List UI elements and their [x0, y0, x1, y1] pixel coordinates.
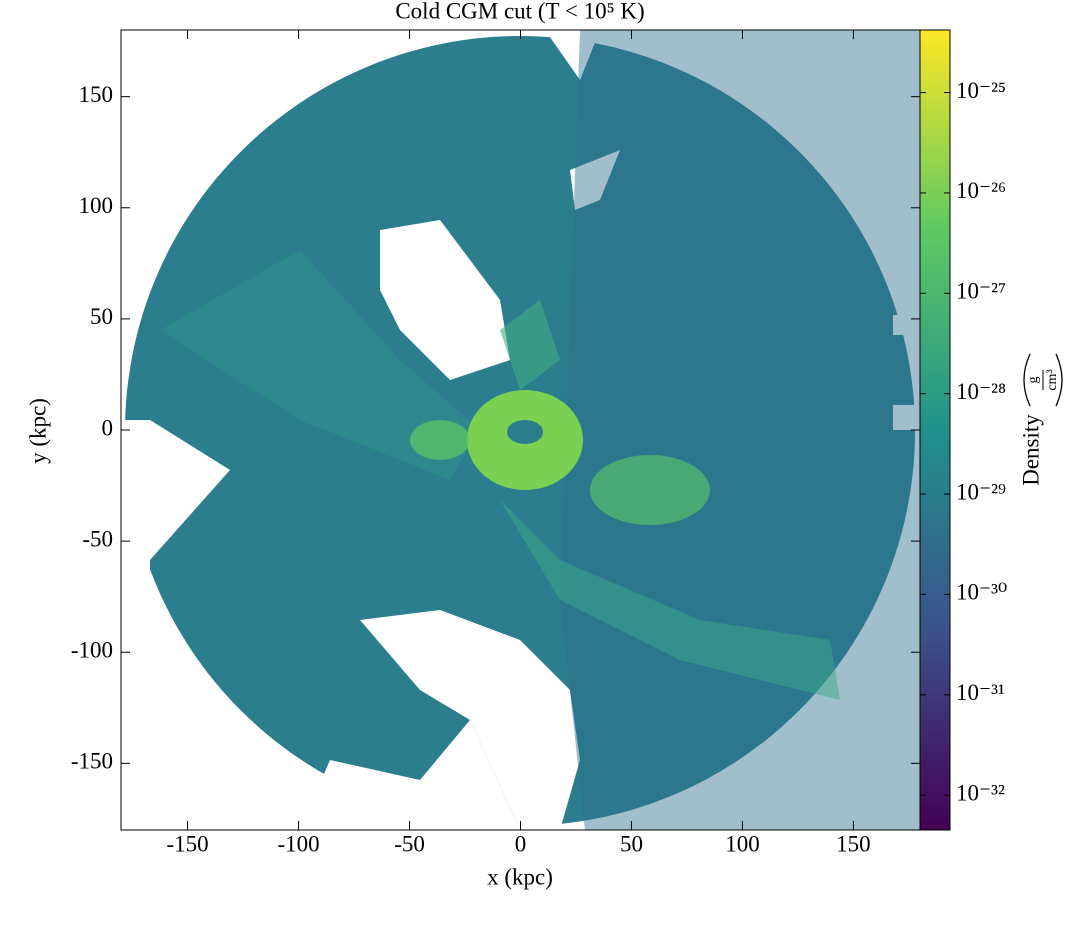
y-tick-label: 50 — [90, 304, 113, 329]
y-tick-label: 100 — [79, 193, 114, 218]
y-tick-label: 150 — [79, 82, 114, 107]
colorbar-tick-label: 10⁻³⁰ — [956, 580, 1007, 605]
paren-right — [1055, 353, 1063, 407]
colorbar-tick-label: 10⁻²⁹ — [956, 479, 1006, 504]
x-tick-label: 50 — [620, 831, 643, 856]
density-image — [121, 30, 920, 830]
x-tick-label: -150 — [166, 831, 208, 856]
colorbar-tick-label: 10⁻³² — [956, 780, 1005, 805]
colorbar-tick-label: 10⁻²⁸ — [956, 379, 1006, 404]
y-tick-label: -100 — [71, 638, 113, 663]
unit-denominator: cm³ — [1045, 369, 1060, 390]
chart-title: Cold CGM cut (T < 10⁵ K) — [395, 0, 644, 23]
colorbar-label: Density — [1018, 414, 1043, 486]
x-tick-label: -100 — [277, 831, 319, 856]
colorbar-tick-label: 10⁻³¹ — [956, 680, 1005, 705]
y-tick-label: -150 — [71, 749, 113, 774]
colorbar-tick-label: 10⁻²⁶ — [956, 178, 1006, 203]
unit-numerator: g — [1026, 377, 1041, 384]
y-axis-label: y (kpc) — [25, 398, 50, 464]
paren-left — [1023, 353, 1031, 407]
annotation: 8 Gyr — [211, 750, 262, 775]
colorbar-tick-label: 10⁻²⁷ — [956, 279, 1006, 304]
x-tick-label: -50 — [394, 831, 425, 856]
x-tick-label: 150 — [836, 831, 871, 856]
x-axis-label: x (kpc) — [487, 864, 553, 889]
colorbar — [919, 29, 951, 831]
colorbar-tick-label: 10⁻²⁵ — [956, 78, 1006, 103]
x-tick-label: 0 — [515, 831, 527, 856]
x-tick-label: 100 — [725, 831, 760, 856]
y-tick-label: -50 — [82, 526, 113, 551]
y-tick-label: 0 — [102, 415, 114, 440]
